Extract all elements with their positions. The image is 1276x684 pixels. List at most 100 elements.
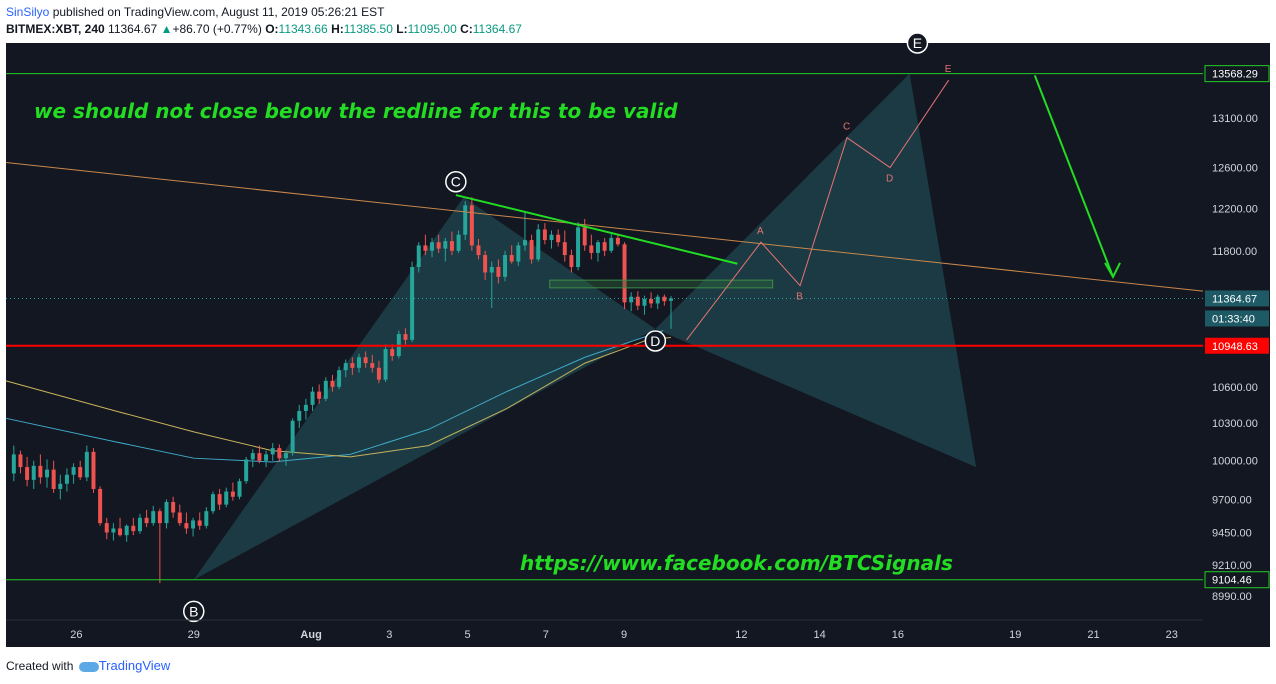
- open-value: 11343.66: [278, 22, 328, 36]
- candle-body: [290, 420, 295, 454]
- projection-point-label: B: [796, 292, 803, 303]
- candle-body: [363, 357, 368, 364]
- candle-body: [576, 227, 581, 267]
- pattern-triangle-de: [655, 73, 977, 468]
- candle-body: [164, 501, 169, 524]
- price-label-text: 9104.46: [1212, 575, 1252, 587]
- x-tick-label: 26: [70, 629, 82, 641]
- candle-body: [177, 512, 182, 524]
- candle-body: [410, 266, 415, 340]
- created-with-text: Created with: [6, 659, 74, 673]
- candle-body: [662, 296, 667, 302]
- redline-note: we should not close below the redline fo…: [34, 99, 678, 123]
- candle-body: [250, 453, 255, 460]
- candle-body: [595, 242, 600, 253]
- tradingview-brand[interactable]: TradingView: [98, 658, 171, 673]
- facebook-link-note: https://www.facebook.com/BTCSignals: [520, 551, 953, 575]
- candle-body: [376, 367, 381, 380]
- moving-average-blue: [5, 330, 664, 463]
- high-value: 11385.50: [343, 22, 393, 36]
- candle-body: [343, 363, 348, 371]
- candle-body: [383, 349, 388, 380]
- author-link[interactable]: SinSilyo: [6, 5, 50, 19]
- y-tick-label: 13100.00: [1212, 113, 1258, 125]
- candle-body: [310, 391, 315, 405]
- candle-body: [151, 511, 156, 524]
- publish-text: published on TradingView.com, August 11,…: [49, 5, 385, 19]
- candle-body: [297, 410, 302, 421]
- candle-body: [244, 459, 249, 482]
- wave-circle-marker: [445, 170, 467, 193]
- candle-body: [118, 528, 123, 536]
- candle-body: [615, 237, 620, 245]
- candle-body: [64, 474, 69, 484]
- ohlc-bar: BITMEX:XBT, 240 11364.67 ▲+86.70 (+0.77%…: [6, 22, 522, 36]
- candle-body: [277, 448, 282, 459]
- candle-body: [622, 244, 627, 303]
- candle-body: [416, 245, 421, 267]
- candle-body: [649, 298, 654, 304]
- candle-body: [224, 491, 229, 505]
- candle-body: [71, 467, 76, 475]
- low-label: L:: [396, 22, 408, 36]
- candle-body: [629, 296, 634, 303]
- candle-body: [350, 363, 355, 368]
- candle-body: [157, 511, 162, 524]
- symbol-label: BITMEX:XBT, 240: [6, 22, 105, 36]
- candle-body: [403, 334, 408, 340]
- candle-body: [317, 391, 322, 399]
- y-tick-label: 9700.00: [1212, 494, 1252, 506]
- wave-circle-label: B: [189, 603, 198, 619]
- candle-body: [18, 454, 23, 468]
- candle-body: [423, 245, 428, 251]
- candle-body: [542, 229, 547, 241]
- candle-body: [503, 255, 508, 277]
- x-tick-label: 16: [892, 629, 904, 641]
- candle-body: [522, 240, 527, 246]
- x-tick-label: 5: [465, 629, 471, 641]
- last-price: 11364.67: [108, 22, 158, 36]
- projection-path: [686, 79, 950, 341]
- publish-info: SinSilyo published on TradingView.com, A…: [6, 5, 384, 19]
- candle-body: [51, 469, 56, 489]
- candle-body: [184, 523, 189, 529]
- candle-body: [569, 255, 574, 267]
- candle-body: [489, 266, 494, 273]
- close-value: 11364.67: [472, 22, 522, 36]
- candle-body: [131, 525, 136, 532]
- candle-body: [655, 296, 660, 304]
- candle-body: [589, 245, 594, 253]
- candle-body: [357, 357, 361, 368]
- x-tick-label: Aug: [300, 629, 321, 641]
- moving-average-yellow: [5, 337, 672, 458]
- candle-body: [91, 451, 96, 489]
- high-label: H:: [331, 22, 344, 36]
- candle-body: [463, 205, 468, 235]
- price-label-text: 13568.29: [1212, 69, 1258, 81]
- candle-body: [78, 467, 83, 478]
- candle-body: [283, 453, 288, 459]
- projection-point-label: E: [945, 64, 952, 75]
- change-up-icon: ▲: [160, 22, 173, 36]
- change-value: +86.70 (+0.77%): [172, 22, 262, 36]
- candle-body: [430, 242, 435, 251]
- y-tick-label: 9450.00: [1212, 527, 1252, 539]
- green-arrow-head: [1104, 262, 1121, 279]
- low-value: 11095.00: [407, 22, 457, 36]
- candle-body: [45, 469, 50, 478]
- wave-circle-label: D: [650, 333, 660, 349]
- candle-body: [669, 298, 673, 301]
- open-label: O:: [265, 22, 279, 36]
- x-tick-label: 12: [735, 629, 747, 641]
- candle-body: [330, 380, 335, 387]
- candle-body: [257, 453, 262, 461]
- x-tick-label: 9: [621, 629, 627, 641]
- wave-circle-marker: [183, 600, 205, 623]
- candle-body: [469, 205, 474, 246]
- candle-body: [11, 454, 16, 474]
- candle-body: [58, 483, 63, 489]
- footer: Created with TradingView: [6, 658, 170, 673]
- wave-circle-marker: [906, 32, 929, 54]
- tradingview-logo-icon: [78, 661, 99, 672]
